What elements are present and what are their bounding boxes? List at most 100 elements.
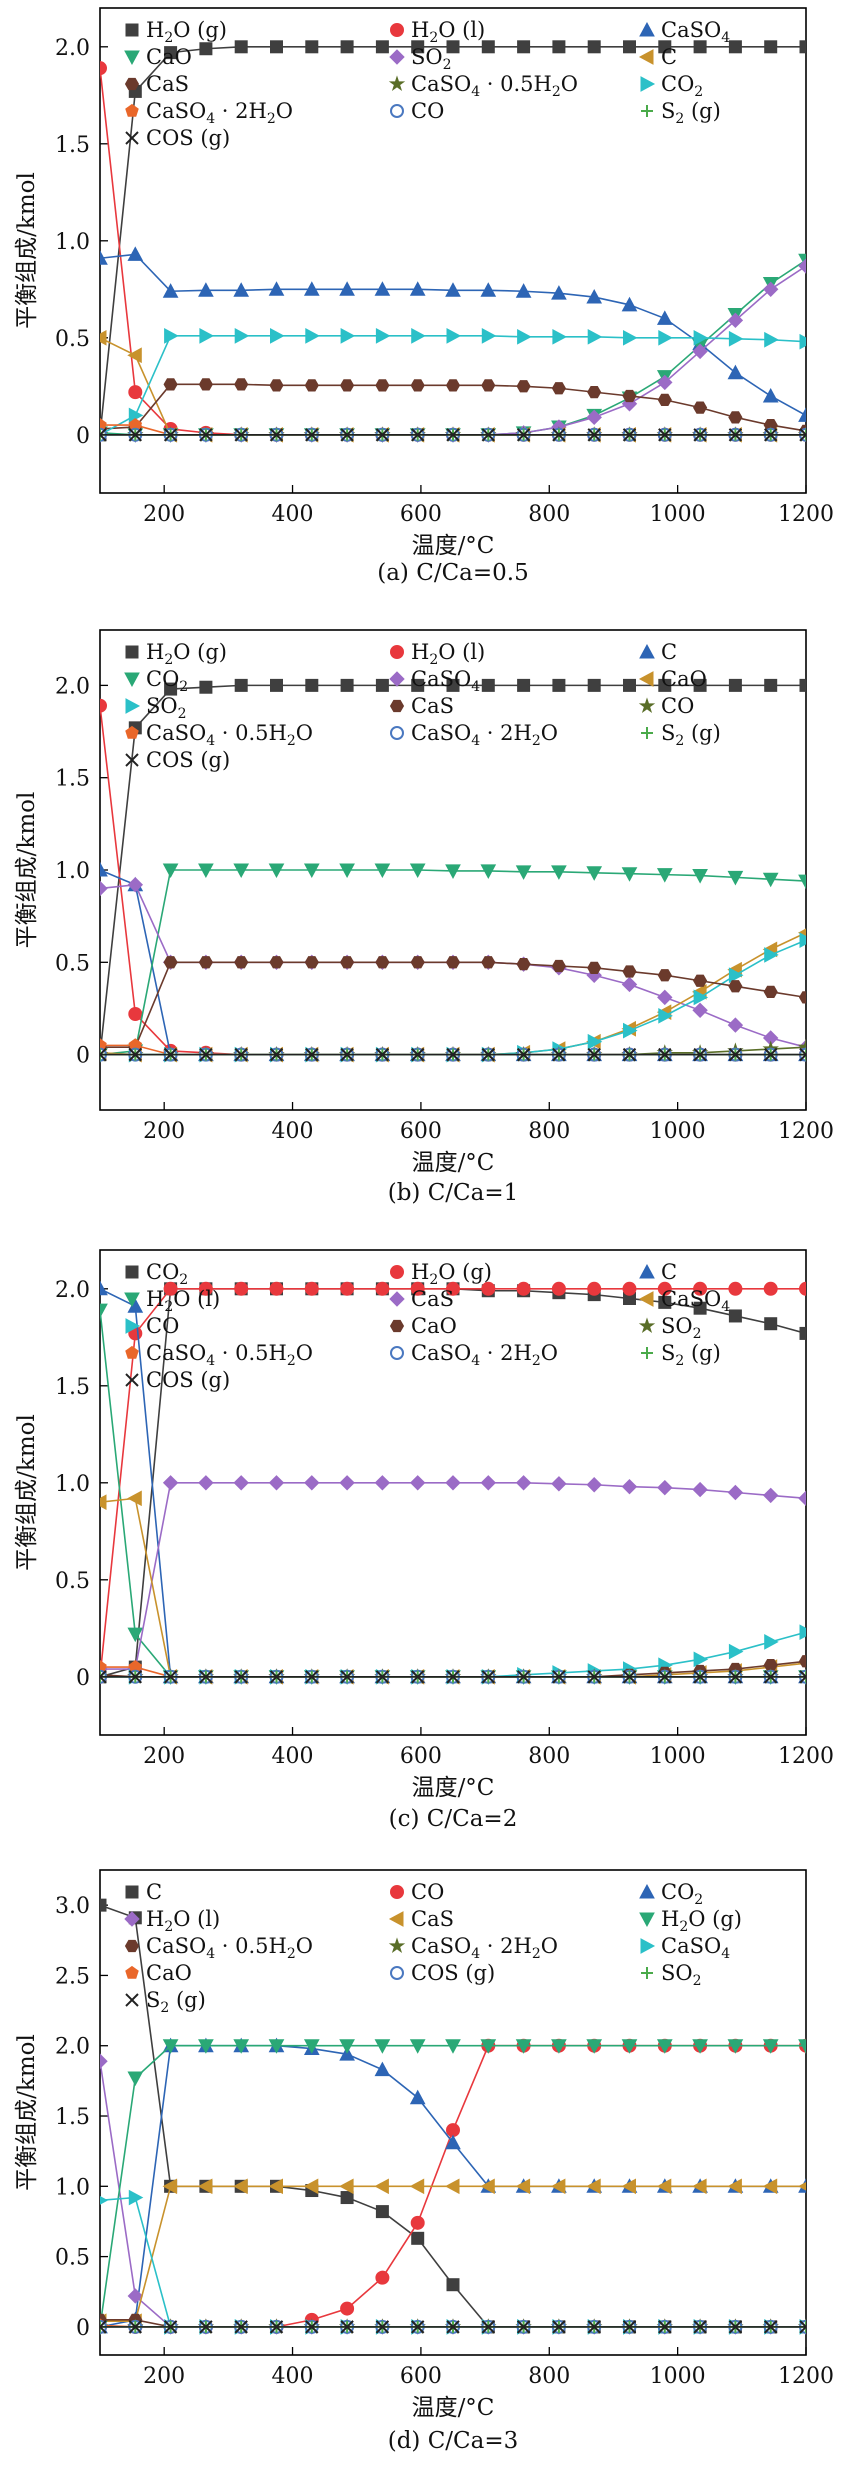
data-point xyxy=(234,956,249,969)
legend-item: C xyxy=(639,1260,677,1284)
legend-item: CO xyxy=(390,1880,444,1904)
data-point xyxy=(268,281,285,296)
series-line xyxy=(100,1482,806,1670)
x-tick-label: 800 xyxy=(528,1744,570,1769)
legend-label-part: C xyxy=(661,1260,677,1284)
y-tick-label: 0 xyxy=(76,1666,90,1691)
legend-label-part: 2 xyxy=(532,1946,541,1962)
legend-marker xyxy=(125,23,139,37)
data-point xyxy=(199,1670,213,1684)
data-point xyxy=(340,678,354,692)
legend-marker xyxy=(125,1965,139,1979)
data-point xyxy=(517,678,531,692)
series-COS (g) xyxy=(100,1670,806,1684)
y-tick-label: 2.5 xyxy=(55,1964,90,1989)
legend-item: H2O (l) xyxy=(390,18,485,46)
y-tick-label: 0.5 xyxy=(55,2246,90,2271)
legend-label-part: CaSO xyxy=(411,721,471,745)
legend-label-part: (g) xyxy=(169,1988,206,2012)
data-point xyxy=(480,2178,495,2195)
legend-marker xyxy=(390,1966,404,1980)
legend-label-part: 2 xyxy=(164,1299,173,1315)
data-point xyxy=(128,1047,143,1062)
data-point xyxy=(100,1494,107,1511)
legend-label-part: CaSO xyxy=(146,1934,206,1958)
legend-label-part: CO xyxy=(661,72,694,96)
data-point xyxy=(763,1047,778,1062)
data-point xyxy=(100,2320,107,2334)
legend-marker xyxy=(638,49,654,65)
data-point xyxy=(728,428,743,442)
data-point xyxy=(198,863,214,879)
legend-label: CaS xyxy=(411,694,454,718)
legend-label-part: O (g) xyxy=(173,18,227,42)
legend-label: CaSO4 xyxy=(661,1287,730,1315)
legend-label-part: 2 xyxy=(675,1353,684,1369)
data-point xyxy=(657,969,672,982)
y-tick-label: 1.0 xyxy=(55,2175,90,2200)
data-point xyxy=(515,2178,531,2195)
legend-label-part: · 2H xyxy=(480,721,532,745)
legend-label: CaSO4 · 0.5H2O xyxy=(146,1934,313,1962)
data-point xyxy=(375,678,389,692)
y-tick-label: 0 xyxy=(76,2316,90,2341)
data-point xyxy=(693,40,707,54)
data-point xyxy=(693,401,708,414)
data-point xyxy=(446,328,462,344)
legend-label-part: CaSO xyxy=(661,18,721,42)
series-CaS xyxy=(100,2178,806,2330)
data-point xyxy=(100,698,107,713)
legend-label-part: 2 xyxy=(164,30,173,46)
legend-item: CaSO4 · 0.5H2O xyxy=(124,1934,313,1962)
legend-label-part: S xyxy=(661,99,675,123)
x-tick-label: 800 xyxy=(528,1119,570,1144)
data-point xyxy=(198,1475,214,1491)
data-point xyxy=(516,1281,531,1296)
legend-item: CaS xyxy=(389,1287,454,1311)
legend-item: CO xyxy=(638,694,694,718)
data-point xyxy=(198,378,213,391)
legend-label-part: O xyxy=(296,721,313,745)
legend-label: H2O (l) xyxy=(411,18,485,46)
data-point xyxy=(163,956,178,969)
legend-label: C xyxy=(661,45,677,69)
data-point xyxy=(693,1047,707,1062)
data-point xyxy=(656,310,673,325)
data-point xyxy=(233,1475,249,1491)
data-point xyxy=(199,328,214,344)
data-point xyxy=(621,867,638,882)
data-point xyxy=(658,1047,672,1062)
legend-label-part: · 2H xyxy=(215,99,267,123)
data-point xyxy=(798,1655,806,1668)
data-point xyxy=(516,1670,531,1684)
legend-label-part: (g) xyxy=(684,99,721,123)
data-point xyxy=(693,1651,709,1668)
legend-label-part: H xyxy=(411,18,429,42)
series-line xyxy=(100,2185,806,2323)
legend-label: SO2 xyxy=(411,45,452,73)
data-point xyxy=(728,40,742,54)
data-point xyxy=(375,2270,390,2285)
data-point xyxy=(799,1326,806,1340)
data-point xyxy=(303,2178,319,2195)
y-tick-label: 0 xyxy=(76,1044,90,1069)
y-tick-label: 0.5 xyxy=(55,327,90,352)
data-point xyxy=(728,1281,743,1296)
legend-marker xyxy=(639,1912,655,1928)
data-point xyxy=(516,2320,531,2334)
y-tick-label: 1.5 xyxy=(55,2105,90,2130)
data-point xyxy=(234,378,249,391)
legend-label-part: CaO xyxy=(146,1961,192,1985)
legend-label-part: CaS xyxy=(411,1907,454,1931)
legend-label-part: 2 xyxy=(164,1919,173,1935)
data-point xyxy=(480,282,497,297)
series-CO2 xyxy=(100,328,806,440)
legend-item: CaSO4 xyxy=(638,1287,730,1315)
series-CaSO4 xyxy=(100,2189,806,2335)
data-point xyxy=(480,2039,497,2054)
data-point xyxy=(127,1627,144,1643)
y-tick-label: 2.0 xyxy=(55,674,90,699)
legend-label-part: CaSO xyxy=(661,1287,721,1311)
legend-marker xyxy=(389,1291,405,1307)
